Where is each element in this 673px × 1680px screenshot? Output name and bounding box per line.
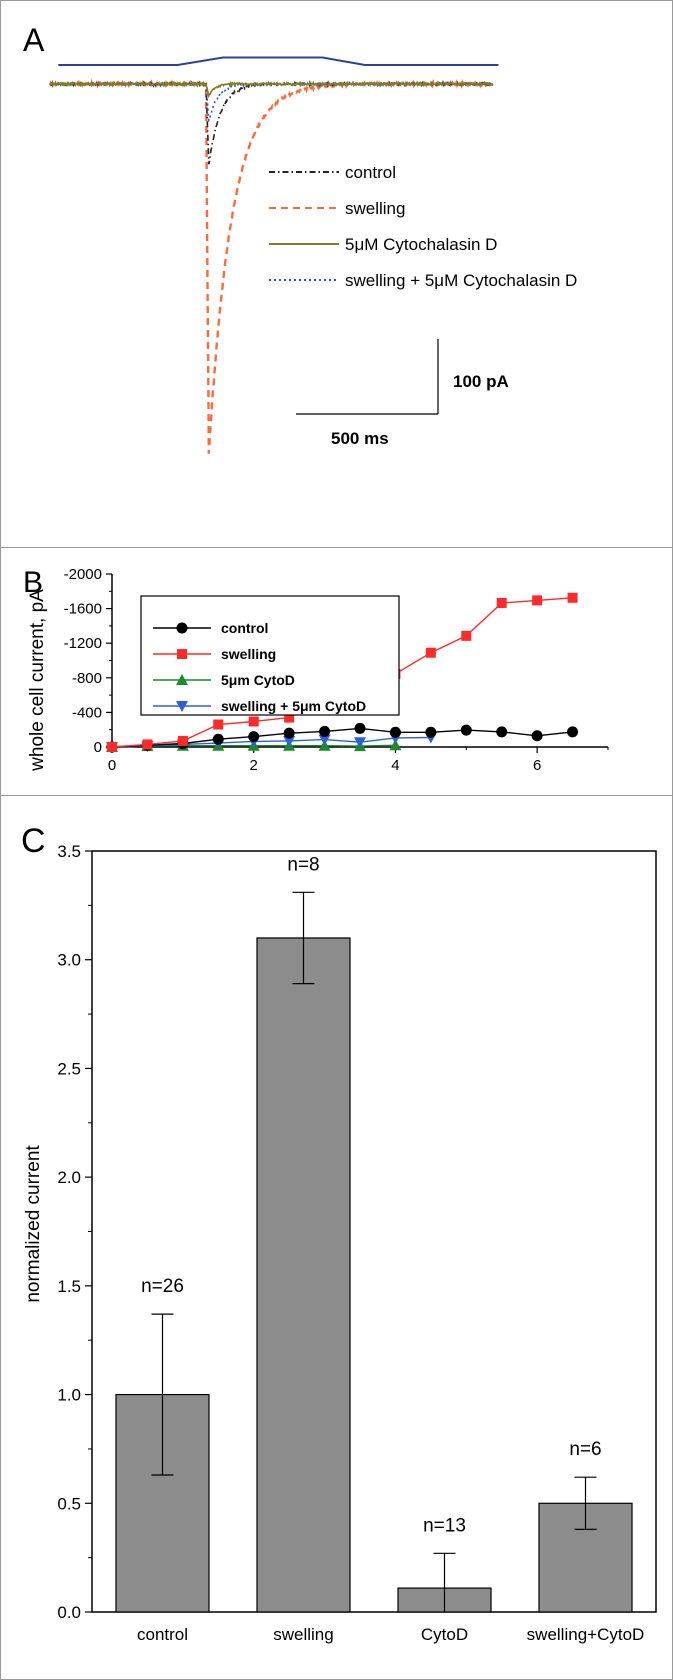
panel-a: A control swelling 5μM Cytochalasin D swell…: [0, 0, 673, 548]
bar-group-cytod: n=13 CytoD: [397, 1515, 492, 1644]
data-point-swelling: [567, 592, 578, 603]
y-tick-label: 1.5: [57, 1277, 81, 1296]
trace-swelling: [49, 78, 494, 454]
x-tick-label: 2: [250, 757, 258, 774]
x-tick-label: 6: [533, 757, 541, 774]
current-traces: [49, 78, 494, 454]
data-point-control: [212, 733, 224, 745]
x-tick-label-cytod: CytoD: [421, 1625, 468, 1644]
data-point-swelling: [496, 597, 507, 608]
trace-swelling-5-m-cytochalasin-d: [49, 80, 494, 123]
scale-bar-y-label: 100 pA: [453, 372, 509, 391]
legend-marker-control: [176, 622, 188, 634]
panel-label-b: B: [23, 566, 43, 599]
legend: control swelling 5μm CytoD swelling + 5μm C…: [140, 595, 400, 716]
data-point-swelling-5-m-cytod: [283, 735, 296, 747]
y-axis-label-b: whole cell current, pA: [27, 589, 48, 772]
y-tick-label: 2.0: [57, 1168, 81, 1187]
trace-control: [49, 79, 494, 165]
series-line-control: [111, 727, 573, 748]
y-tick-label: 0.5: [57, 1494, 81, 1513]
x-tick-label-swelling: swelling: [273, 1625, 333, 1644]
bar-swelling: [256, 937, 351, 1613]
y-tick-label: 1.0: [57, 1386, 81, 1405]
data-point-swelling: [107, 742, 117, 752]
data-point-control: [389, 726, 401, 738]
series-line-swelling-5-m-cytod: [111, 736, 431, 748]
data-point-control: [354, 722, 366, 734]
bar-label-control: n=26: [141, 1276, 184, 1297]
legend-label-5-m-cytochalasin-d: 5μM Cytochalasin D: [345, 235, 497, 254]
panel-label-c: C: [21, 822, 46, 860]
y-tick-label: 3.5: [57, 842, 81, 861]
scale-bar-x-label: 500 ms: [331, 429, 389, 448]
axes: 0 -400 -800 -1200 -1600 -2000 0 2 4 6: [64, 566, 609, 774]
legend-label-5-m-cytod: 5μm CytoD: [221, 672, 295, 688]
trace-5-m-cytochalasin-d: [49, 80, 494, 99]
x-tick-label: 0: [108, 757, 116, 774]
legend-label-swelling-5-m-cytod: swelling + 5μm CytoD: [221, 698, 366, 714]
y-tick-label: -800: [72, 670, 102, 687]
legend-label-swelling: swelling: [345, 199, 405, 218]
y-tick-label: 3.0: [57, 951, 81, 970]
legend: control swelling 5μM Cytochalasin D swellin…: [269, 163, 577, 290]
normalized-current-bar-chart: C normalized current 0.0 0.5 1.0 1.5 2.0 2.5 3…: [21, 822, 657, 1644]
y-tick-label: -1200: [64, 635, 102, 652]
stimulus-line: [58, 56, 499, 66]
data-point-control: [319, 725, 331, 737]
data-point-control: [248, 731, 260, 743]
y-tick-label: 0: [94, 739, 102, 756]
panel-b: B whole cell current, pA 0 -400 -800 -1200 -…: [0, 547, 673, 796]
x-tick-label-control: control: [137, 1625, 188, 1644]
data-point-swelling: [532, 595, 543, 606]
legend-marker-5-m-cytod: [176, 674, 188, 685]
panel-label-a: A: [23, 22, 45, 58]
y-tick-label: 0.0: [57, 1603, 81, 1622]
data-point-swelling-5-m-cytod: [354, 737, 366, 749]
bars-group: n=26 control n=8 swelling n=13 CytoD n=6 swelli…: [115, 854, 645, 1644]
data-point-swelling: [177, 735, 188, 746]
x-tick-label-swelling-cytod: swelling+CytoD: [527, 1625, 645, 1644]
y-tick-label: -1600: [64, 601, 102, 618]
data-point-swelling: [213, 719, 224, 730]
data-point-swelling: [142, 739, 153, 750]
data-point-5-m-cytod: [389, 739, 402, 751]
data-point-control: [531, 730, 543, 742]
bar-label-swelling-cytod: n=6: [569, 1439, 601, 1460]
current-trace-chart: A control swelling 5μM Cytochalasin D swell…: [23, 22, 577, 454]
legend-marker-swelling: [177, 649, 187, 659]
data-point-swelling: [284, 712, 295, 723]
data-point-swelling: [248, 716, 259, 727]
data-point-control: [567, 726, 579, 738]
axes: 0.0 0.5 1.0 1.5 2.0 2.5 3.0 3.5: [57, 842, 657, 1622]
data-point-control: [496, 726, 508, 738]
data-point-swelling: [461, 630, 472, 641]
data-point-control: [425, 726, 437, 738]
bar-group-swelling: n=8 swelling: [256, 854, 351, 1644]
y-tick-label: -400: [72, 704, 102, 721]
y-tick-label: -2000: [64, 566, 102, 583]
series-group: [106, 592, 579, 753]
legend-label-swelling-5-m-cytochalasin-d: swelling + 5μM Cytochalasin D: [345, 271, 577, 290]
data-point-swelling-5-m-cytod: [318, 734, 331, 746]
series-control: [106, 722, 579, 753]
y-axis-label-c: normalized current: [23, 1145, 44, 1303]
data-point-control: [460, 724, 472, 736]
bar-label-cytod: n=13: [423, 1515, 466, 1536]
scale-bar: 100 pA 500 ms: [296, 339, 509, 448]
x-tick-label: 4: [391, 757, 399, 774]
bar-group-control: n=26 control: [115, 1276, 210, 1644]
legend-label-control: control: [221, 620, 268, 636]
panel-c: C normalized current 0.0 0.5 1.0 1.5 2.0 2.5 3…: [0, 795, 673, 1680]
data-point-swelling: [425, 647, 436, 658]
time-course-chart: B whole cell current, pA 0 -400 -800 -1200 -…: [23, 566, 609, 774]
legend-label-swelling: swelling: [221, 646, 276, 662]
legend-marker-swelling-5-m-cytod: [176, 701, 188, 712]
legend-label-control: control: [345, 163, 396, 182]
stimulus-trace: [58, 56, 499, 66]
data-point-control: [283, 727, 295, 739]
bar-group-swelling-cytod: n=6 swelling+CytoD: [527, 1439, 645, 1644]
bar-label-swelling: n=8: [287, 854, 319, 875]
y-tick-label: 2.5: [57, 1059, 81, 1078]
